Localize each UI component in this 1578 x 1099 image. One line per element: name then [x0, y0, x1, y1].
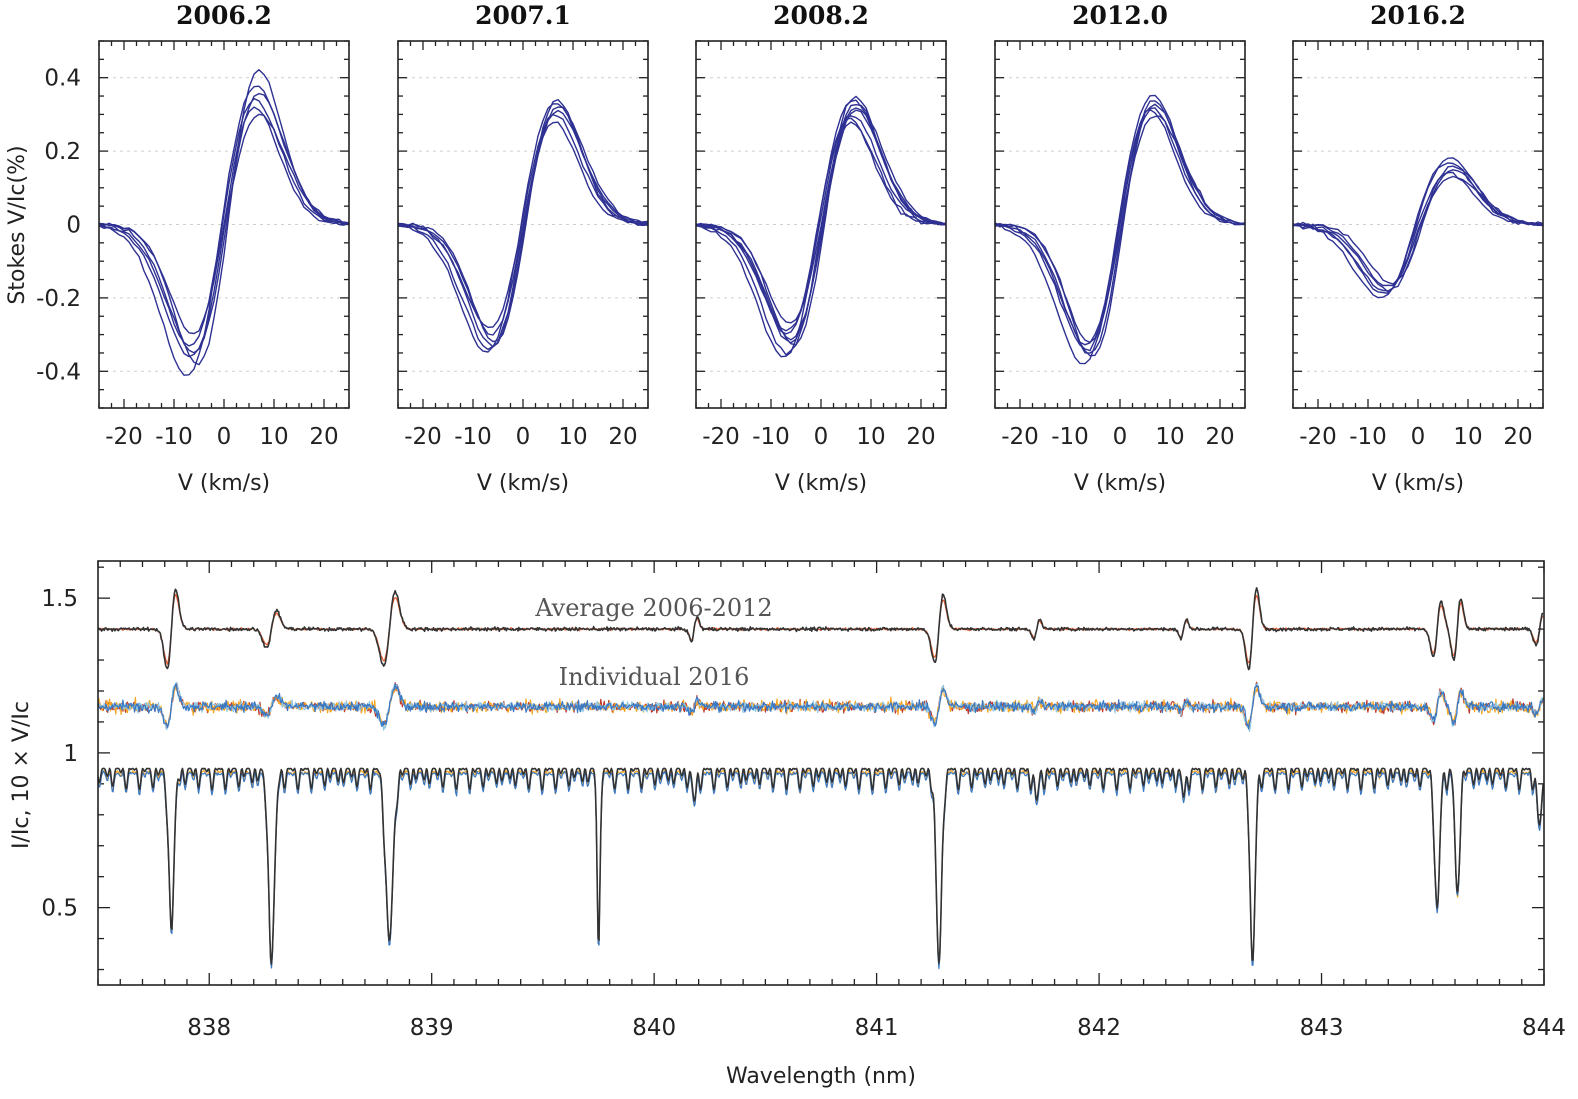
panel-title: 2008.2: [773, 1, 869, 30]
x-tick-label: 843: [1300, 1015, 1344, 1041]
x-tick-label: 20: [1205, 424, 1234, 450]
stokes-profile-line: [695, 104, 947, 356]
stokes-profile-line: [397, 98, 649, 343]
stokes-profile-line: [1293, 162, 1544, 294]
spectrum-line: [97, 767, 1544, 965]
y-tick-label: -0.4: [36, 359, 81, 385]
spectrum-line: [97, 683, 1544, 730]
x-tick-label: 20: [309, 424, 338, 450]
y-tick-label: 1.5: [41, 586, 78, 612]
x-tick-label: 842: [1077, 1015, 1121, 1041]
x-tick-label: 10: [1155, 424, 1184, 450]
stokes-profile-line: [695, 121, 947, 324]
stokes-profile-line: [397, 114, 649, 328]
x-axis-label: V (km/s): [477, 471, 569, 496]
x-tick-label: -10: [752, 424, 790, 450]
x-tick-label: 20: [906, 424, 935, 450]
x-tick-label: 0: [1411, 424, 1426, 450]
x-tick-label: 20: [1503, 424, 1532, 450]
panel-title: 2016.2: [1370, 1, 1466, 30]
panel-frame: [97, 560, 1545, 986]
x-tick-label: 20: [608, 424, 637, 450]
panel-frame: [1292, 40, 1544, 409]
x-tick-label: -20: [105, 424, 143, 450]
x-tick-label: 10: [558, 424, 587, 450]
x-tick-label: 0: [516, 424, 531, 450]
stokes-profile-line: [1292, 171, 1544, 287]
panel-frame: [98, 40, 350, 409]
x-axis-label: Wavelength (nm): [726, 1064, 916, 1089]
stokes-profile-line: [695, 115, 947, 332]
x-tick-label: -10: [1349, 424, 1387, 450]
y-axis-label: I/Ic, 10 × V/Ic: [9, 701, 34, 849]
stokes-profile-line: [1292, 169, 1544, 285]
stokes-profile-line: [1292, 157, 1544, 299]
panel-frame: [994, 40, 1246, 409]
x-tick-label: 10: [856, 424, 885, 450]
annotation-individual: Individual 2016: [559, 663, 750, 691]
stokes-profile-line: [98, 98, 350, 347]
x-tick-label: -20: [404, 424, 442, 450]
panel-title: 2012.0: [1072, 1, 1168, 30]
y-tick-label: 0.5: [41, 896, 78, 922]
y-tick-label: 0: [66, 213, 81, 239]
x-tick-label: 10: [1453, 424, 1482, 450]
x-tick-label: 0: [217, 424, 232, 450]
panel-frame: [397, 40, 649, 409]
stokes-panel-2006.2: 2006.2 -20 -10 0 10 20 V (km/s) -0.4 -0.2 0 0.2 0.4…: [5, 1, 350, 496]
x-tick-label: -10: [155, 424, 193, 450]
stokes-profile-line: [994, 115, 1246, 352]
y-tick-label: 0.2: [44, 139, 81, 165]
x-axis-label: V (km/s): [1372, 471, 1464, 496]
stokes-panel-2008.2: 2008.2 -20 -10 0 10 20 V (km/s): [695, 1, 947, 496]
stokes-v-panels: 2006.2 -20 -10 0 10 20 V (km/s) -0.4 -0.2 0 0.2 0.4…: [5, 1, 1544, 496]
x-tick-label: 844: [1522, 1015, 1566, 1041]
y-axis-label: Stokes V/Ic(%): [5, 145, 30, 304]
y-tick-label: -0.2: [36, 286, 81, 312]
stokes-profile-line: [994, 107, 1246, 346]
x-tick-label: 0: [814, 424, 829, 450]
x-axis-label: V (km/s): [1074, 471, 1166, 496]
x-axis-label: V (km/s): [775, 471, 867, 496]
stokes-profile-line: [994, 108, 1246, 344]
annotation-average: Average 2006-2012: [534, 594, 772, 622]
stokes-profile-line: [397, 106, 649, 351]
stokes-panel-2016.2: 2016.2 -20 -10 0 10 20 V (km/s): [1292, 1, 1544, 496]
x-tick-label: -10: [1051, 424, 1089, 450]
panel-title: 2007.1: [475, 1, 571, 30]
stokes-profile-line: [98, 106, 350, 335]
panel-frame: [695, 40, 947, 409]
x-tick-label: 839: [410, 1015, 454, 1041]
x-axis-label: V (km/s): [178, 471, 270, 496]
stokes-profile-line: [397, 121, 649, 336]
x-tick-label: -10: [454, 424, 492, 450]
stokes-profile-line: [695, 107, 947, 344]
stokes-panel-2007.1: 2007.1 -20 -10 0 10 20 V (km/s): [397, 1, 649, 496]
stokes-profile-line: [397, 103, 649, 353]
y-tick-label: 0.4: [44, 66, 81, 92]
spectrum-line: [97, 587, 1544, 671]
x-tick-label: -20: [1299, 424, 1337, 450]
panel-title: 2006.2: [176, 1, 272, 30]
spectrum-line: [97, 768, 1544, 968]
spectrum-line: [97, 681, 1544, 732]
stokes-profile-line: [98, 113, 350, 358]
stokes-panel-2012.0: 2012.0 -20 -10 0 10 20 V (km/s): [994, 1, 1246, 496]
x-tick-label: 841: [855, 1015, 899, 1041]
x-tick-label: 838: [187, 1015, 231, 1041]
x-tick-label: 840: [632, 1015, 676, 1041]
x-tick-label: 10: [259, 424, 288, 450]
x-tick-label: -20: [702, 424, 740, 450]
x-tick-label: 0: [1113, 424, 1128, 450]
spectrum-panel: Average 2006-2012 Individual 2016 838 839 84…: [9, 560, 1566, 1089]
spectrum-line: [97, 770, 1544, 970]
stokes-profile-line: [1292, 175, 1544, 292]
x-tick-label: -20: [1001, 424, 1039, 450]
y-tick-label: 1: [63, 741, 78, 767]
stokes-profile-line: [695, 95, 947, 346]
